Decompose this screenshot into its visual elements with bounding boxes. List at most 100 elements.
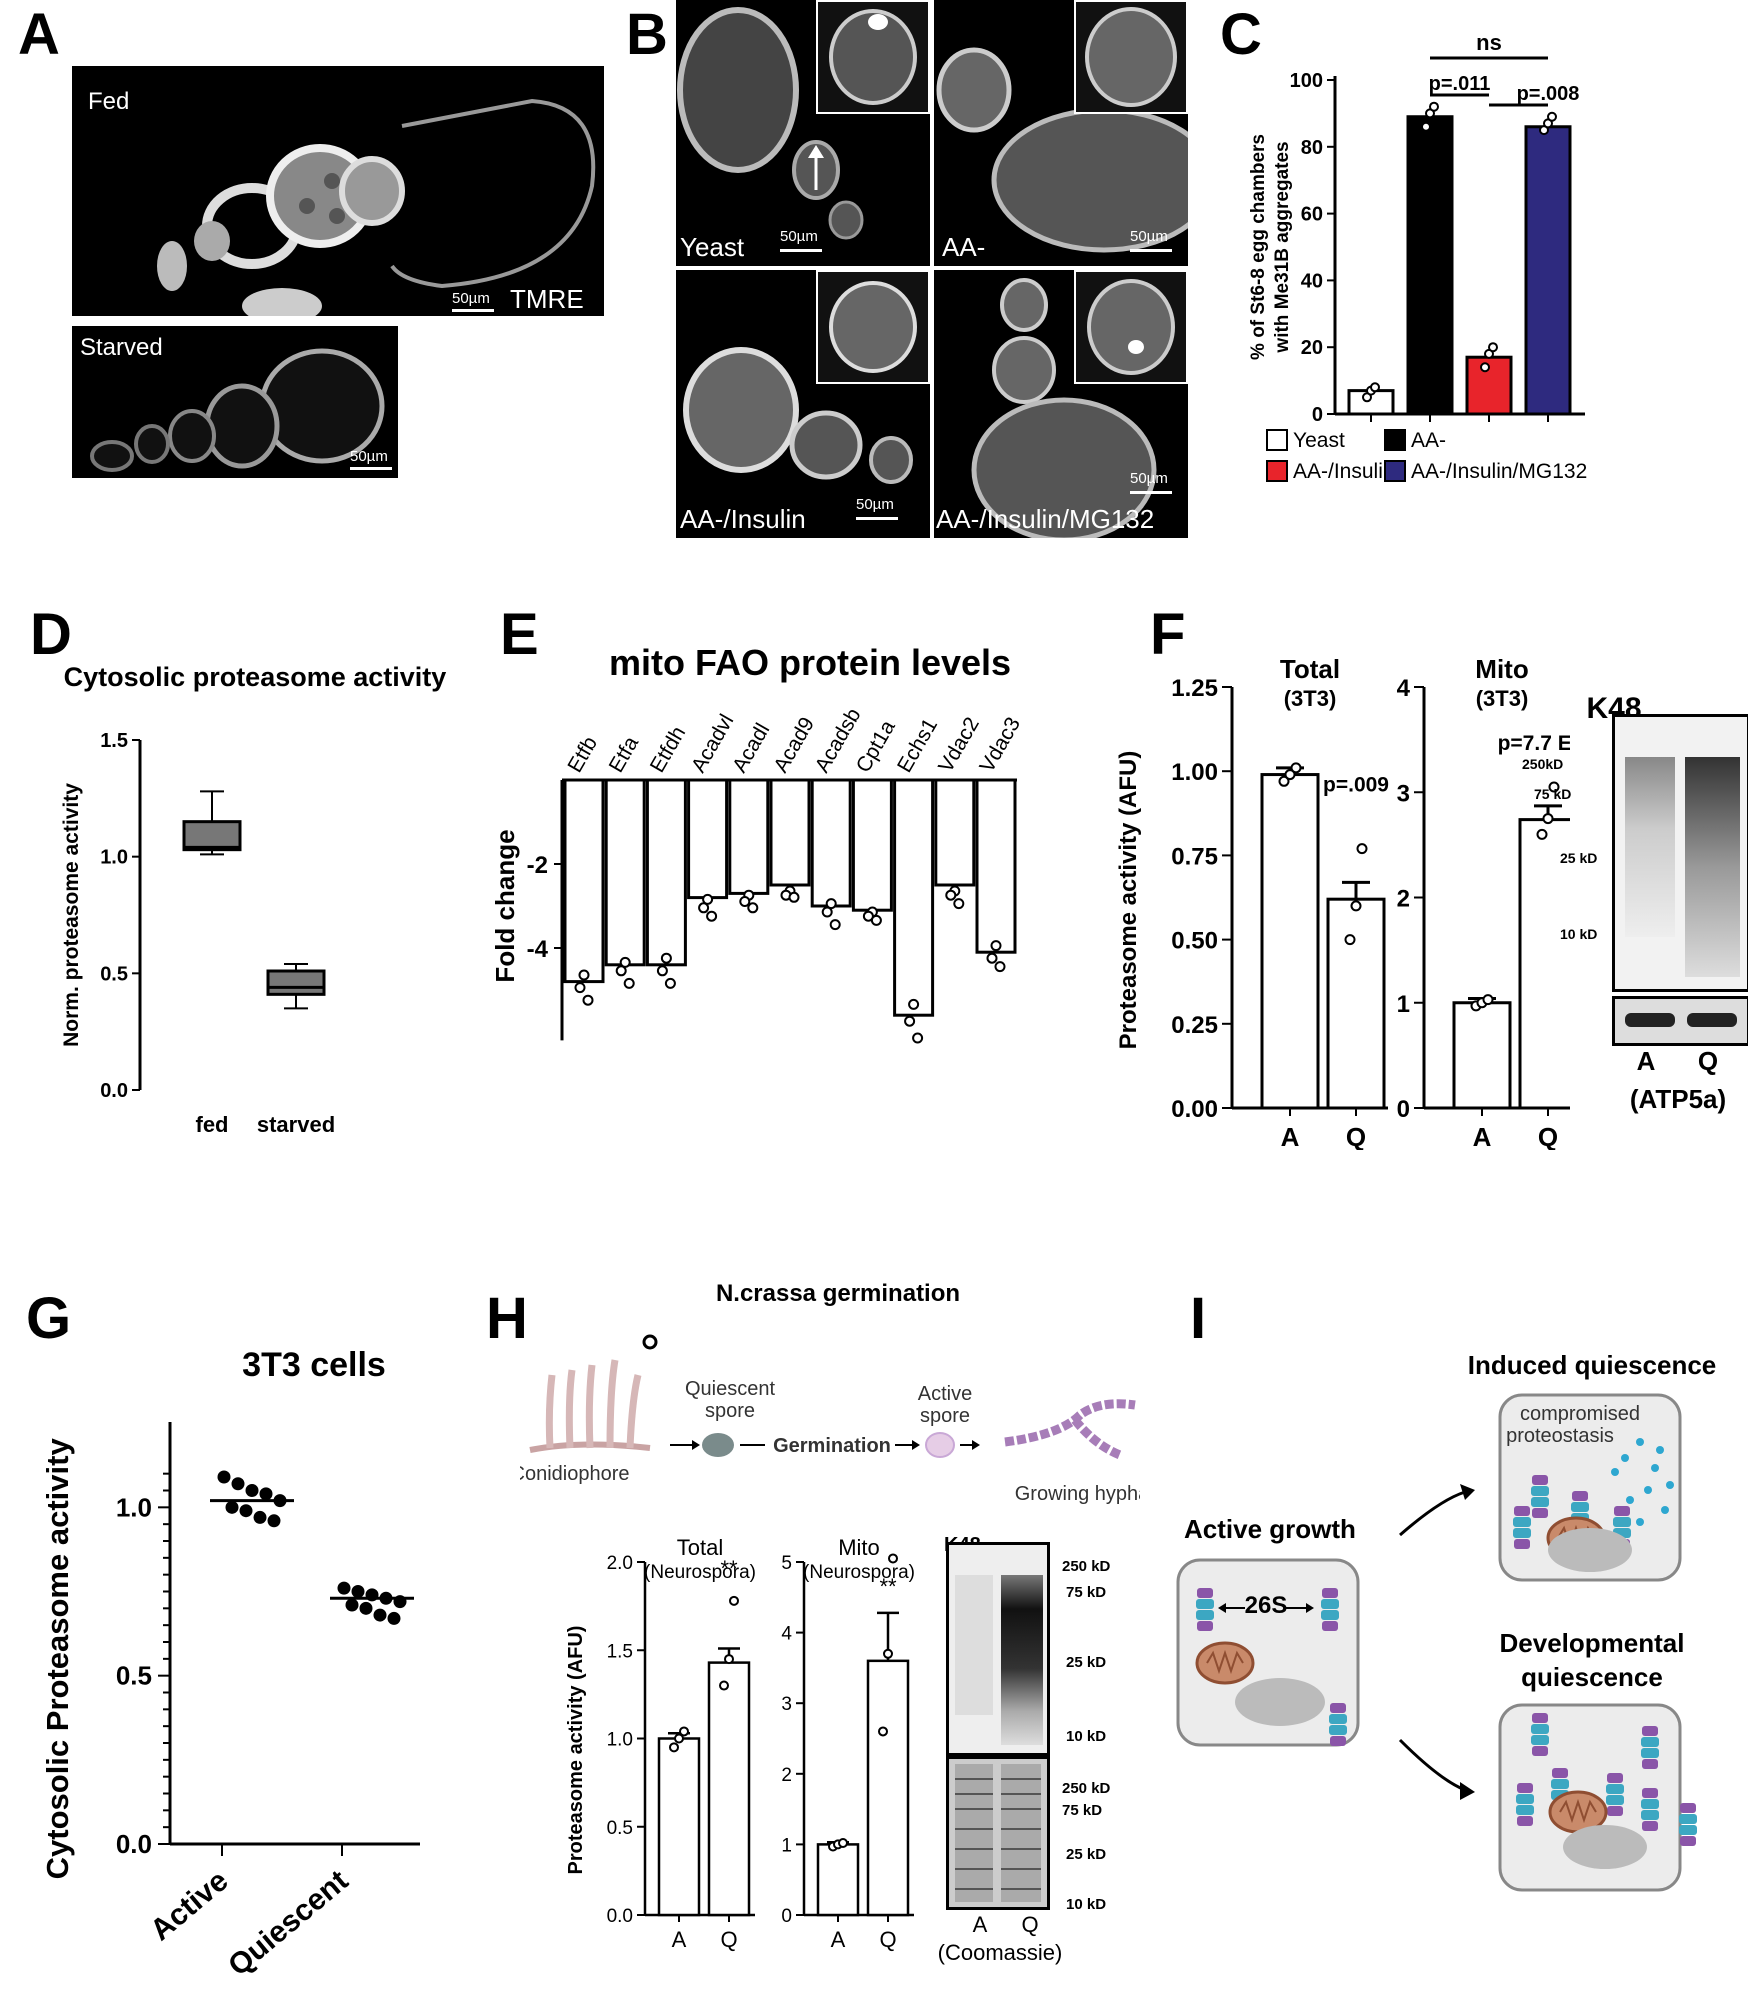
micrograph-aa-minus: AA- 50µm (934, 0, 1188, 266)
aa-insulin-inset (816, 270, 930, 384)
blot-f-marker-10: 10 kD (1560, 926, 1598, 942)
scale-label-aa-insulin-mg132: 50µm (1130, 470, 1168, 487)
x-category-label: starved (257, 1112, 335, 1137)
chart-f-bar-charts: 0.000.250.500.751.001.25A QTotal(3T3)p=.0… (1115, 654, 1570, 1150)
data-point (660, 952, 672, 964)
y-tick-label: 0 (1312, 404, 1323, 426)
data-point (1356, 843, 1368, 855)
data-point (1370, 382, 1380, 393)
y-axis-label: Norm. proteasome activity (60, 783, 83, 1047)
chart-title: Mito (838, 1535, 880, 1560)
active-spore-icon (925, 1432, 955, 1458)
data-point (217, 1470, 231, 1484)
y-tick-label: 60 (1301, 204, 1323, 226)
fed-ovariole-image (157, 98, 596, 316)
induced-quiescence-title: Induced quiescence (1468, 1350, 1717, 1380)
scale-bar-aa-insulin-mg132 (1130, 491, 1172, 494)
hypha-illustration (1004, 1399, 1136, 1460)
data-point (1547, 111, 1557, 122)
blot-h-marker-75: 75 kD (1066, 1584, 1107, 1601)
y-tick-label: 2 (1397, 886, 1410, 913)
blot-f-loading-label: (ATP5a) (1629, 1084, 1727, 1114)
bar (816, 1843, 860, 1917)
y-axis-label-line: with Me31B aggregates (1272, 141, 1293, 353)
bar (1260, 773, 1320, 1110)
developmental-title-2: quiescence (1521, 1662, 1663, 1692)
y-tick-label: 0.0 (100, 1080, 128, 1102)
blot-f-lane-a: A (1636, 1046, 1656, 1076)
aa-minus-inset (1074, 0, 1188, 114)
data-point (267, 1514, 281, 1528)
scale-label-yeast: 50µm (780, 228, 818, 245)
data-point (945, 889, 957, 901)
blot-h-coomassie-marker-75: 75 kD (1062, 1802, 1103, 1819)
data-point (345, 1598, 359, 1612)
y-axis-label: Fold change (490, 829, 520, 982)
scale-label-fed: 50µm (452, 290, 490, 307)
data-point (706, 910, 718, 922)
aa-insulin-egg-chamber-image (683, 347, 913, 484)
bar (657, 1737, 701, 1917)
data-point (912, 1032, 924, 1044)
chart-h-bar-charts: 0.00.51.01.52.0A QTotal(Neurospora)**Prot… (565, 1535, 915, 1952)
data-point (1350, 900, 1362, 912)
complex-label: 26S (1245, 1592, 1288, 1619)
blot-h-marker-25: 25 kD (1066, 1654, 1107, 1671)
chart-g-scatter: 3T3 cells 0.0 0.5 1.0 Cytosolic Proteasome a… (40, 1346, 420, 1983)
chart-title: Total (677, 1535, 723, 1560)
x-category-label: A (1473, 1122, 1492, 1150)
chart-subtitle: (3T3) (1476, 686, 1529, 711)
y-tick-label: 40 (1301, 270, 1323, 292)
data-point (883, 1648, 893, 1659)
data-point (1344, 934, 1356, 946)
y-tick-label: 0.50 (1171, 928, 1218, 955)
data-point (838, 1837, 848, 1848)
data-point (1548, 781, 1560, 793)
legend-swatch (1384, 429, 1406, 451)
i-quiescence-schematic: Active growth 26S Induced quiescence com… (1176, 1350, 1717, 1892)
blot-h-marker-10: 10 kD (1066, 1728, 1107, 1745)
data-point (1482, 994, 1494, 1006)
x-category-label: Q (720, 1927, 737, 1952)
bar (1518, 818, 1570, 1110)
scale-label-aa-insulin: 50µm (856, 496, 894, 513)
legend-swatch (1384, 460, 1406, 482)
chart-title: Total (1280, 654, 1340, 684)
data-point (574, 982, 586, 994)
data-point (351, 1585, 365, 1598)
x-category-label: Q (1346, 1122, 1366, 1150)
y-tick-label: 3 (781, 1694, 792, 1715)
x-category-label: A (1281, 1122, 1300, 1150)
h-germination-schematic: Conidiophore Quiescent spore Germination… (520, 1334, 1140, 1505)
micrograph-aa-insulin: AA-/Insulin 50µm (676, 270, 930, 538)
mitochondrion-icon (1195, 1641, 1255, 1685)
spore-circle (642, 1334, 658, 1350)
scale-bar-fed (452, 309, 494, 312)
data-point (1488, 342, 1498, 353)
y-tick-label: 0.75 (1171, 843, 1218, 870)
data-point (990, 940, 1002, 952)
bar (769, 778, 811, 887)
y-tick-label: 4 (781, 1624, 792, 1645)
data-point (253, 1510, 267, 1524)
y-tick-label: 1 (781, 1835, 792, 1856)
bar (1452, 1001, 1512, 1110)
chart-title: Cytosolic proteasome activity (64, 662, 447, 692)
x-category-label: Acad9 (769, 713, 819, 776)
data-point (953, 898, 965, 910)
chart-c-bar-chart: 0 20 40 60 80 100 % of St6-8 egg chambers with … (1248, 30, 1587, 483)
panel-label-d: D (30, 602, 72, 667)
annotation-p: p=.008 (1517, 83, 1580, 105)
data-point (994, 961, 1006, 973)
y-tick-label: 0.5 (116, 1661, 152, 1691)
chart-title: Mito (1475, 654, 1528, 684)
panel-label-a: A (18, 2, 60, 67)
data-point (1284, 769, 1296, 781)
data-point (1290, 762, 1302, 774)
y-tick-label: 1.0 (100, 847, 128, 869)
chart-subtitle: (Neurospora) (644, 1562, 756, 1583)
x-category-label: Q (879, 1927, 896, 1952)
annotation-p: p=.009 (1323, 773, 1389, 796)
data-point (1542, 813, 1554, 825)
blot-h-coomassie (946, 1756, 1050, 1910)
